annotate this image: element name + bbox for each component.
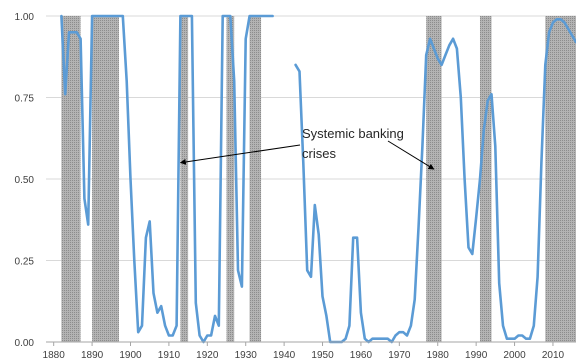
crisis-bands bbox=[61, 16, 576, 342]
x-tick-label: 1890 bbox=[81, 350, 104, 361]
crisis-band bbox=[226, 16, 235, 342]
x-tick-label: 1970 bbox=[388, 350, 411, 361]
y-tick-label: 0.75 bbox=[15, 94, 35, 105]
y-tick-label: 0.00 bbox=[15, 338, 35, 349]
y-tick-label: 0.25 bbox=[15, 257, 35, 268]
x-tick-label: 1880 bbox=[43, 350, 66, 361]
series-group bbox=[60, 14, 576, 344]
crisis-band bbox=[545, 16, 576, 342]
x-tick-label: 1930 bbox=[235, 350, 258, 361]
x-tick-label: 2010 bbox=[542, 350, 565, 361]
axes: 1880 1890 1900 1910 1920 1930 1940 1950 1960 1970… bbox=[15, 12, 576, 361]
crisis-band bbox=[426, 16, 442, 342]
x-tick-label: 2000 bbox=[503, 350, 526, 361]
crisis-band bbox=[249, 16, 262, 342]
y-tick-label: 0.50 bbox=[15, 175, 35, 186]
annotation-arrow bbox=[179, 144, 301, 165]
crisis-band bbox=[61, 16, 81, 342]
x-tick-label: 1990 bbox=[465, 350, 488, 361]
x-tick-label: 1980 bbox=[427, 350, 450, 361]
x-tick-label: 1900 bbox=[119, 350, 142, 361]
series-line bbox=[294, 18, 576, 344]
y-tick-label: 1.00 bbox=[15, 12, 35, 23]
crisis-band bbox=[92, 16, 119, 342]
x-tick-label: 1960 bbox=[350, 350, 373, 361]
annotation-arrow bbox=[387, 140, 435, 170]
x-tick-label: 1950 bbox=[311, 350, 334, 361]
x-tick-label: 1920 bbox=[196, 350, 219, 361]
series-line bbox=[60, 14, 274, 344]
crisis-band bbox=[479, 16, 492, 342]
annotation: Systemic banking crises bbox=[179, 126, 435, 170]
x-tick-label: 1910 bbox=[158, 350, 181, 361]
crisis-band bbox=[180, 16, 189, 342]
annotation-line-1: Systemic banking bbox=[302, 126, 404, 141]
x-tick-label: 1940 bbox=[273, 350, 296, 361]
annotation-line-2: crises bbox=[302, 146, 336, 161]
